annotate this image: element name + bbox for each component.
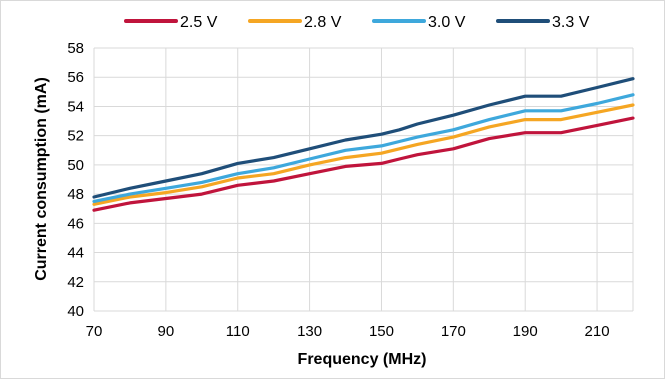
y-tick-label: 56 [67,69,84,86]
y-axis-title: Current consumption (mA) [33,77,50,281]
x-tick-label: 130 [297,323,322,340]
legend-label: 3.0 V [428,14,466,31]
y-tick-label: 40 [67,303,84,320]
x-tick-label: 110 [226,323,250,340]
legend-label: 2.8 V [304,14,342,31]
y-tick-label: 48 [67,186,84,203]
x-tick-label: 70 [86,323,103,340]
x-axis-title: Frequency (MHz) [298,351,427,368]
legend-label: 2.5 V [180,14,218,31]
y-tick-label: 58 [67,40,84,57]
series-line-3-0-v [92,93,635,203]
y-tick-label: 42 [67,274,84,291]
x-tick-label: 170 [441,323,466,340]
x-tick-labels: 70 90 110 130 150 170 190 210 [86,323,610,340]
y-tick-label: 54 [67,98,84,115]
x-tick-label: 190 [513,323,538,340]
x-tick-label: 90 [158,323,175,340]
legend-label: 3.3 V [552,14,590,31]
series-line-3-3-v [92,77,635,199]
legend: 2.5 V 2.8 V 3.0 V 3.3 V [124,14,590,31]
series-line-2-8-v [92,103,635,206]
x-tick-label: 150 [369,323,394,340]
y-tick-label: 46 [67,215,84,232]
y-tick-labels: 40 42 44 46 48 50 52 54 56 58 [67,40,84,320]
series-line-2-5-v [92,116,635,212]
x-tick-label: 210 [585,323,610,340]
y-tick-label: 44 [67,245,84,262]
series-lines [92,77,635,212]
y-tick-label: 50 [67,157,84,174]
y-tick-label: 52 [67,128,84,145]
